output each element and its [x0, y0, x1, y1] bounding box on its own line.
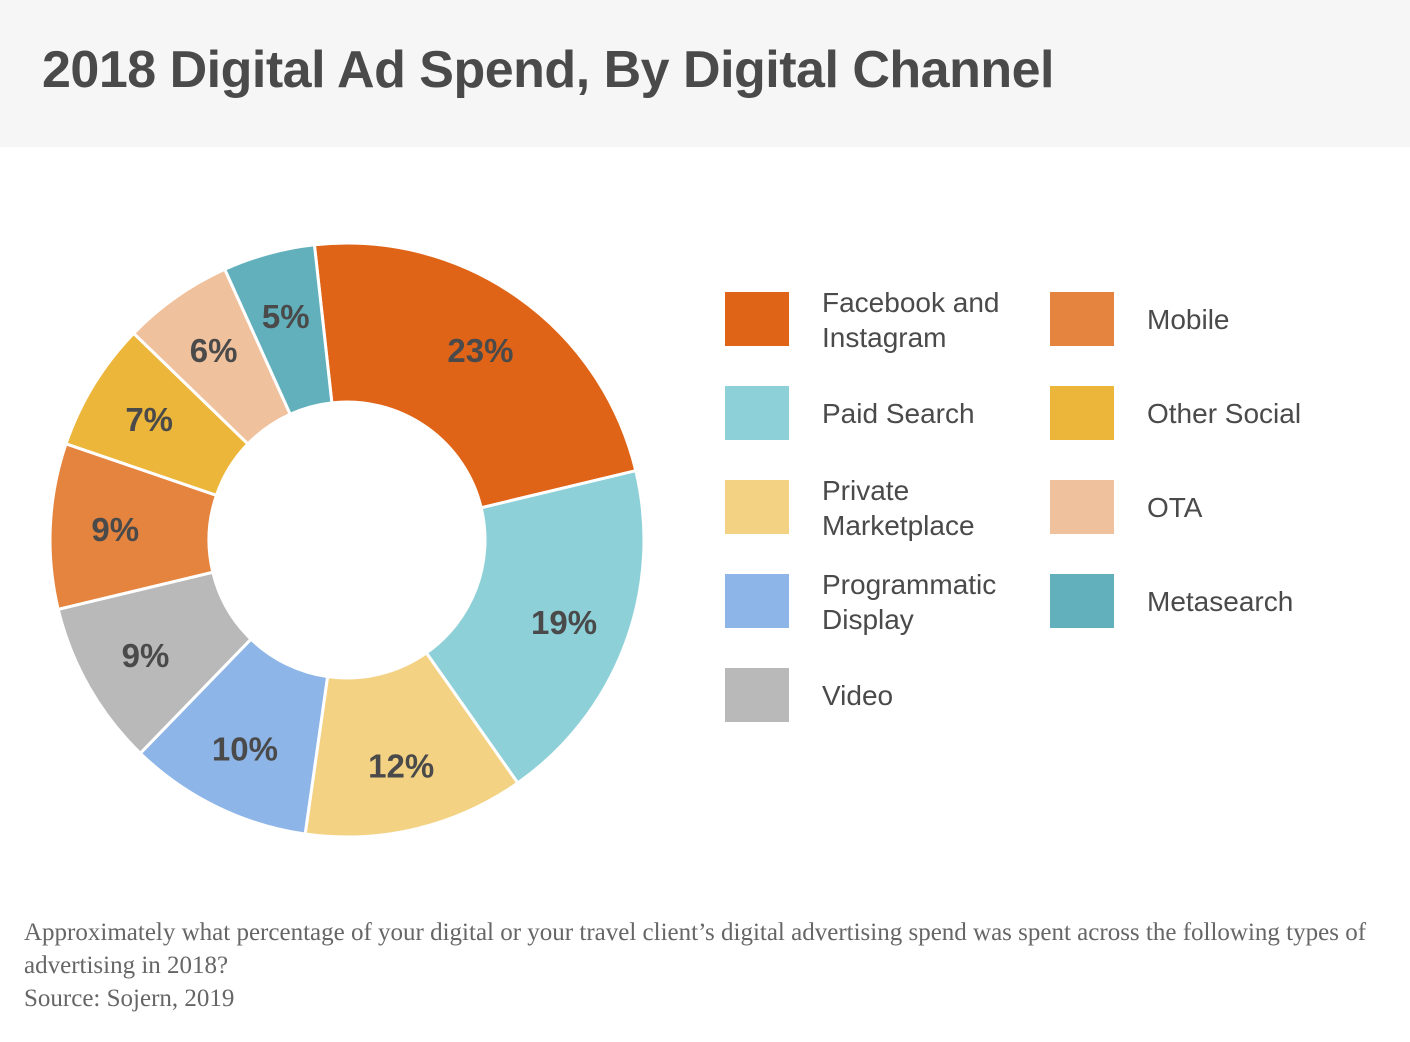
donut-slice-private-marketplace	[303, 650, 520, 839]
footnote-question: Approximately what percentage of your di…	[24, 919, 1367, 979]
legend-label: Video	[822, 680, 894, 711]
legend-swatch	[1050, 386, 1114, 440]
slice-value-label: 6%	[190, 332, 238, 369]
footnote-source: Source: Sojern, 2019	[24, 985, 235, 1012]
legend-swatch	[1050, 292, 1114, 346]
donut-slice-facebook-and-instagram	[312, 241, 638, 510]
slice-value-label: 19%	[531, 604, 597, 641]
legend-label: Programmatic Display	[822, 569, 997, 635]
legend-label: Metasearch	[1147, 586, 1294, 617]
slice-value-label: 5%	[262, 298, 310, 335]
legend-label: Other Social	[1147, 398, 1302, 429]
chart-title: 2018 Digital Ad Spend, By Digital Channe…	[42, 41, 1054, 99]
legend-label: Private Marketplace	[822, 475, 975, 541]
slice-value-label: 10%	[212, 730, 278, 767]
legend-swatch	[725, 668, 789, 722]
legend-swatch	[1050, 480, 1114, 534]
legend-label: OTA	[1147, 492, 1203, 523]
legend-swatch	[725, 292, 789, 346]
legend-swatch	[725, 574, 789, 628]
slice-value-label: 12%	[368, 748, 434, 785]
donut-slice-paid-search	[424, 468, 646, 786]
slice-value-label: 9%	[91, 511, 139, 548]
donut-chart: 23% 19% 12% 10% 9% 9% 7% 6% 5%	[48, 241, 646, 839]
slice-value-label: 23%	[447, 332, 513, 369]
legend-swatch	[725, 480, 789, 534]
header-band: 2018 Digital Ad Spend, By Digital Channe…	[0, 0, 1410, 147]
legend-swatch	[1050, 574, 1114, 628]
legend-label: Mobile	[1147, 304, 1230, 335]
legend-label: Paid Search	[822, 398, 975, 429]
legend-swatch	[725, 386, 789, 440]
legend-label: Facebook and Instagram	[822, 287, 1000, 353]
slice-value-label: 7%	[125, 401, 173, 438]
footnote: Approximately what percentage of your di…	[24, 916, 1394, 1015]
donut-slice-metasearch	[222, 243, 334, 417]
slice-value-label: 9%	[122, 637, 170, 674]
